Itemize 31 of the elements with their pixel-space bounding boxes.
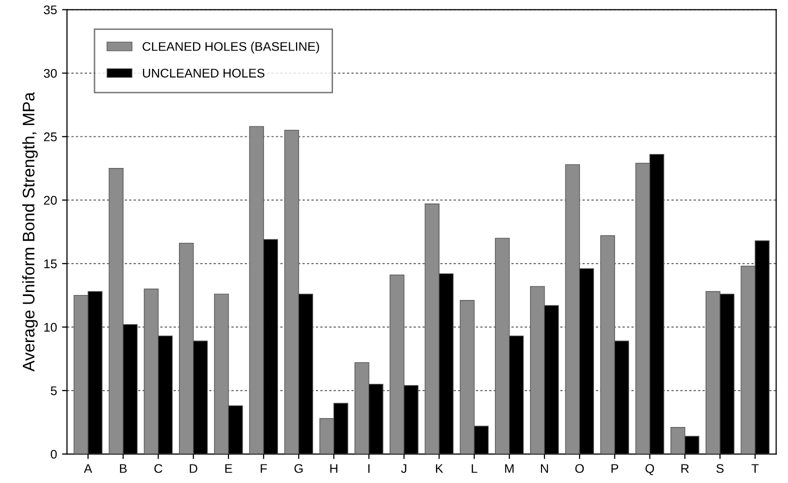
legend-label: CLEANED HOLES (BASELINE) xyxy=(142,42,320,54)
x-tick-label: B xyxy=(120,464,127,473)
x-tick-label: K xyxy=(436,464,444,473)
y-tick-label: 5 xyxy=(50,386,57,396)
x-tick-label: J xyxy=(401,464,406,473)
x-tick-label: O xyxy=(575,464,584,473)
x-tick-label: H xyxy=(330,464,338,473)
x-tick-label: S xyxy=(716,464,724,473)
x-tick-label: M xyxy=(505,464,514,473)
x-tick-label: A xyxy=(84,464,92,473)
x-tick-label: I xyxy=(368,464,370,473)
x-tick-label: R xyxy=(681,464,689,473)
x-tick-label: E xyxy=(225,464,232,473)
x-tick-label: T xyxy=(752,464,759,473)
x-tick-label: F xyxy=(260,464,267,473)
y-axis-title: Average Uniform Bond Strength, MPa xyxy=(22,92,38,372)
x-tick-label: C xyxy=(154,464,162,473)
legend-label: UNCLEANED HOLES xyxy=(142,68,264,78)
y-tick-label: 20 xyxy=(44,196,57,205)
y-tick-label: 10 xyxy=(44,322,57,332)
y-tick-label: 0 xyxy=(50,450,57,459)
x-tick-label: L xyxy=(472,464,478,473)
x-tick-label: N xyxy=(540,464,548,473)
y-tick-label: 30 xyxy=(44,68,57,78)
x-tick-label: D xyxy=(190,464,198,473)
y-tick-label: 35 xyxy=(44,5,57,14)
x-tick-label: Q xyxy=(646,464,654,476)
y-tick-label: 25 xyxy=(44,132,57,142)
x-tick-label: G xyxy=(294,464,303,473)
x-tick-label: P xyxy=(612,464,618,473)
y-tick-label: 15 xyxy=(44,260,57,268)
